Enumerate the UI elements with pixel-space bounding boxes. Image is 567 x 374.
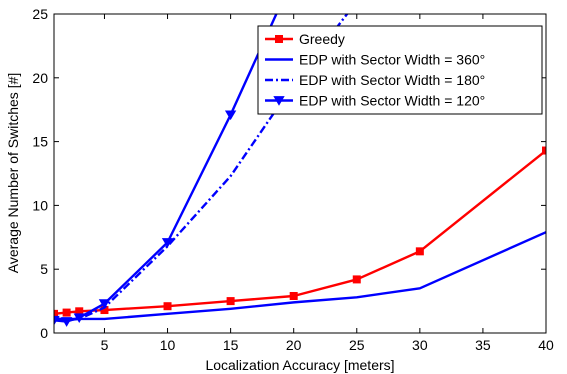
y-tick-label: 15 xyxy=(32,134,48,150)
axes-layer: 5 10 15 20 25 30 35 40 0 5 10 15 20 25 xyxy=(32,6,554,353)
legend-box xyxy=(257,25,543,115)
series-greedy-point xyxy=(352,275,361,284)
y-axis-title: Average Number of Switches [#] xyxy=(5,73,21,274)
series-edp-with-sector-width-120-point xyxy=(54,315,60,326)
legend-entry-edp-with-sector-width-120-marker xyxy=(273,96,285,106)
series-edp-with-sector-width-120-point xyxy=(161,238,174,248)
legend-entry-greedy-marker xyxy=(275,35,283,43)
legend-entry-greedy-label: Greedy xyxy=(299,31,345,47)
series-greedy-line xyxy=(54,149,546,316)
series-edp-with-sector-width-180-line xyxy=(54,14,349,322)
y-tick-label: 10 xyxy=(32,197,48,213)
legend: Greedy EDP with Sector Width = 360° EDP wi… xyxy=(257,25,543,115)
x-tick-label: 30 xyxy=(412,337,428,353)
series-greedy-point xyxy=(62,308,71,317)
series-greedy-point xyxy=(542,146,546,155)
series-greedy-point xyxy=(415,247,424,256)
series-layer xyxy=(54,14,546,327)
legend-entry-edp-with-sector-width-360: EDP with Sector Width = 360° xyxy=(265,52,485,68)
x-tick-label: 20 xyxy=(286,337,302,353)
x-tick-label: 35 xyxy=(475,337,491,353)
series-greedy-point xyxy=(226,297,235,306)
series-greedy-point xyxy=(163,302,172,311)
x-tick-label: 15 xyxy=(223,337,239,353)
x-axis-title: Localization Accuracy [meters] xyxy=(205,357,394,373)
x-tick-label: 40 xyxy=(538,337,554,353)
legend-entry-edp-with-sector-width-180-label: EDP with Sector Width = 180° xyxy=(299,72,485,88)
series-edp-with-sector-width-120-point xyxy=(73,313,85,323)
legend-entry-edp-with-sector-width-120-label: EDP with Sector Width = 120° xyxy=(299,93,485,109)
series-edp-with-sector-width-120-point xyxy=(60,317,73,327)
x-tick-label: 10 xyxy=(160,337,176,353)
legend-entry-edp-with-sector-width-180: EDP with Sector Width = 180° xyxy=(265,72,485,88)
series-edp-with-sector-width-120-point xyxy=(224,110,237,121)
y-tick-label: 5 xyxy=(40,261,48,277)
legend-entry-edp-with-sector-width-360-label: EDP with Sector Width = 360° xyxy=(299,52,485,68)
x-tick-label: 5 xyxy=(101,337,109,353)
legend-entry-edp-with-sector-width-120: EDP with Sector Width = 120° xyxy=(265,93,485,109)
x-tick-label: 25 xyxy=(349,337,365,353)
y-tick-label: 20 xyxy=(32,70,48,86)
series-greedy-point xyxy=(54,309,58,318)
legend-entry-greedy: Greedy xyxy=(265,31,345,47)
y-tick-label: 25 xyxy=(32,6,48,22)
plot-frame xyxy=(53,13,547,334)
series-greedy-point xyxy=(289,291,298,300)
y-tick-label: 0 xyxy=(40,325,48,341)
series-edp-with-sector-width-120-point xyxy=(98,299,111,309)
